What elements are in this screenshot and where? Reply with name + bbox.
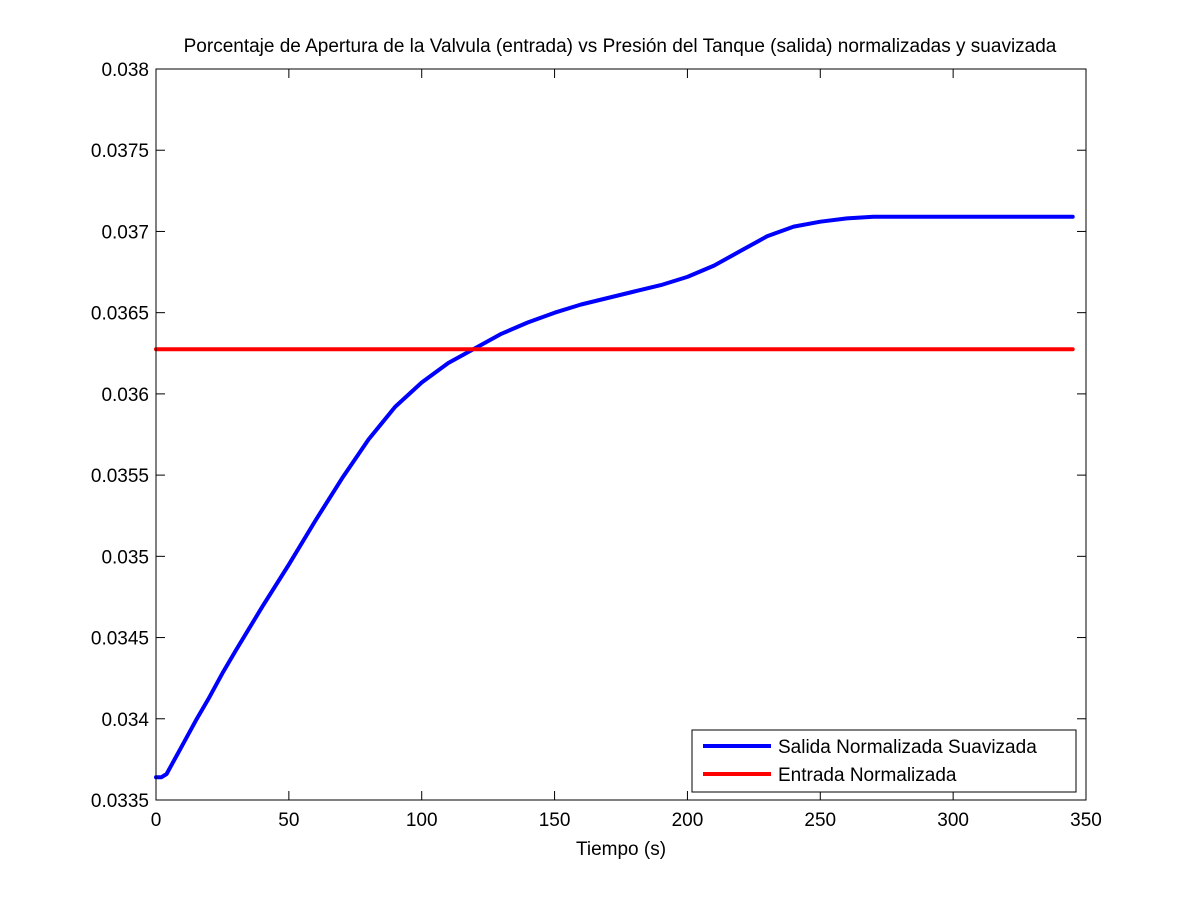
x-tick-label: 300: [937, 810, 969, 831]
x-tick-label: 350: [1070, 810, 1102, 831]
y-tick-label: 0.0375: [91, 141, 149, 162]
y-tick-label: 0.034: [101, 710, 149, 731]
y-tick-label: 0.0355: [91, 466, 149, 487]
y-tick-label: 0.038: [101, 60, 149, 81]
x-tick-label: 100: [406, 810, 438, 831]
y-tick-label: 0.037: [101, 222, 149, 243]
x-tick-label: 250: [804, 810, 836, 831]
y-tick-label: 0.035: [101, 547, 149, 568]
x-axis-label: Tiempo (s): [576, 839, 666, 860]
axes-box: [155, 68, 1087, 801]
y-tick-label: 0.036: [101, 385, 149, 406]
legend-label-salida: Salida Normalizada Suavizada: [778, 737, 1037, 758]
y-tick-label: 0.0365: [91, 304, 149, 325]
series-layer: [154, 214, 1075, 780]
x-tick-label: 150: [539, 810, 571, 831]
x-tick-label: 200: [672, 810, 704, 831]
tick-layer: 0 50 100 150 200 250 300 350 0.0335 0.034 0.0345 0.…: [91, 60, 1102, 831]
y-tick-label: 0.0345: [91, 629, 149, 650]
plot-area: [156, 69, 1086, 800]
x-tick-label: 50: [278, 810, 299, 831]
y-tick-label: 0.0335: [91, 791, 149, 812]
chart-title: Porcentaje de Apertura de la Valvula (en…: [184, 36, 1057, 57]
legend-label-entrada: Entrada Normalizada: [778, 765, 957, 786]
legend: Salida Normalizada Suavizada Entrada Nor…: [691, 729, 1077, 793]
legend-box: [691, 729, 1077, 793]
x-tick-label: 0: [151, 810, 162, 831]
series-line-0: [154, 214, 1075, 780]
